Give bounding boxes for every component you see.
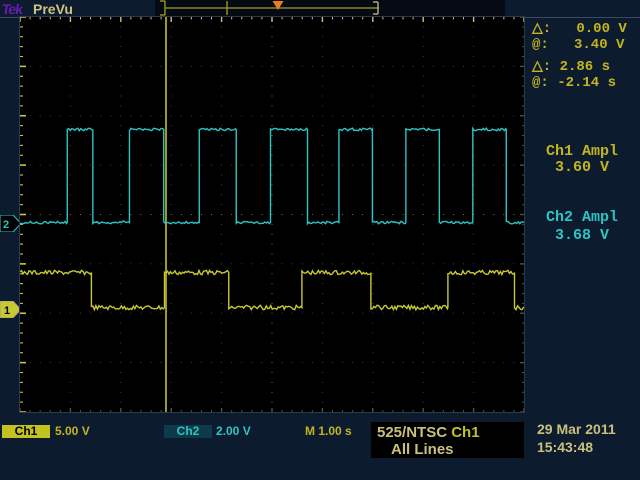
svg-text:2: 2 xyxy=(3,219,9,231)
svg-text:1: 1 xyxy=(4,305,10,317)
